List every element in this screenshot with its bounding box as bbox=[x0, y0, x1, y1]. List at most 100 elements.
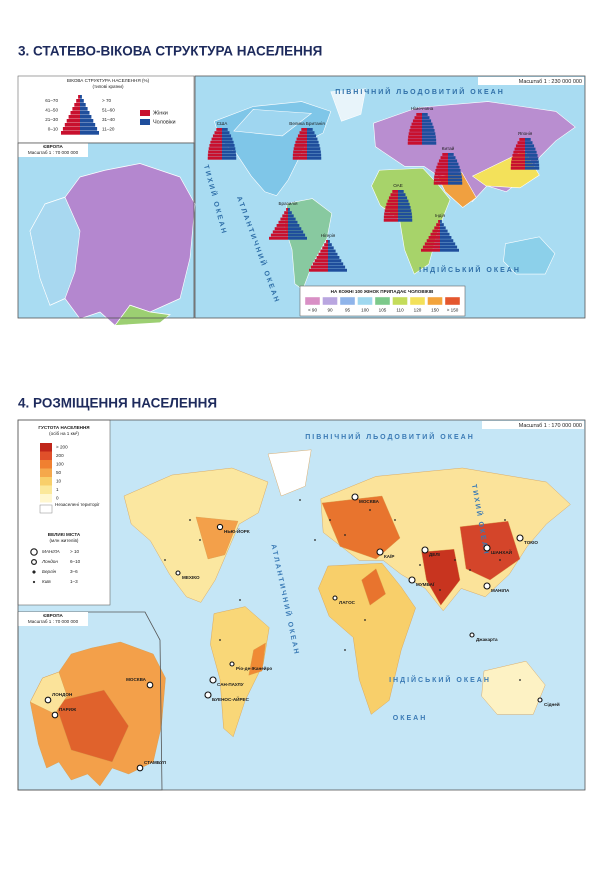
city-symbol bbox=[229, 661, 235, 667]
pyramid-female bbox=[387, 199, 398, 203]
pyramid-female bbox=[76, 99, 80, 103]
pyramid-male bbox=[398, 206, 411, 209]
legend-swatch bbox=[40, 460, 52, 469]
pyramid-female bbox=[68, 115, 80, 119]
pyramid-male bbox=[328, 259, 342, 263]
inset-scale: Масштаб 1 : 70 000 000 bbox=[28, 150, 79, 155]
legend-swatch bbox=[339, 296, 356, 306]
legend-swatch bbox=[409, 296, 426, 306]
legend-city: Київ bbox=[42, 579, 51, 584]
pyramid-male bbox=[448, 159, 458, 163]
land bbox=[233, 109, 313, 137]
pyramid-female bbox=[292, 156, 307, 160]
map-frame bbox=[17, 419, 586, 791]
pyramid-female bbox=[74, 103, 80, 107]
pyramid-female bbox=[320, 249, 328, 253]
pyramid-female bbox=[433, 181, 448, 185]
legend-male: Чоловіки bbox=[153, 119, 176, 125]
pyramid-male bbox=[440, 226, 446, 230]
pyramid-female bbox=[207, 156, 222, 160]
country-label: Велика Британія bbox=[289, 121, 325, 126]
town-dot bbox=[504, 519, 506, 521]
pyramid-male bbox=[80, 119, 94, 123]
legend-city: Берлін bbox=[42, 569, 57, 574]
pyramid-female bbox=[280, 217, 288, 221]
land bbox=[421, 548, 461, 606]
pyramid-female bbox=[438, 159, 448, 163]
pyramid-male bbox=[398, 190, 404, 193]
pyramid-male bbox=[448, 153, 454, 156]
city-label: НЬЮ-ЙОРК bbox=[224, 527, 250, 534]
legend-label: 150 bbox=[431, 308, 439, 313]
legend-label: 90 bbox=[327, 308, 333, 313]
city-label: ЛОНДОН bbox=[52, 692, 73, 697]
legend-range: 3–6 bbox=[70, 569, 78, 574]
pyramid-male bbox=[307, 140, 319, 144]
pyramid-female bbox=[72, 107, 80, 111]
pyramid-male bbox=[288, 214, 294, 218]
pyramid-female bbox=[440, 156, 448, 160]
inset-header bbox=[18, 612, 88, 626]
legend-subtitle: (осіб на 1 км²) bbox=[49, 431, 79, 436]
pyramid-female bbox=[384, 212, 398, 216]
pyramid-female bbox=[410, 125, 422, 129]
pyramid-female bbox=[296, 137, 307, 141]
pyramid-male bbox=[288, 217, 296, 221]
city-label: СТАМБУЛ bbox=[144, 760, 166, 765]
city-label: МЕХІКО bbox=[182, 575, 200, 580]
city-symbol bbox=[32, 580, 36, 584]
legend-city: Лондон bbox=[41, 559, 58, 564]
pyramid-male bbox=[422, 132, 436, 136]
town-dot bbox=[439, 589, 441, 591]
pyramid-female bbox=[411, 122, 422, 126]
pyramid-female bbox=[292, 153, 307, 157]
pyramid-male bbox=[440, 220, 442, 223]
country-label: Нігерія bbox=[321, 233, 336, 238]
pyramid-female bbox=[214, 131, 222, 135]
town-dot bbox=[164, 559, 166, 561]
city-label: Ріо-де-Жанейро bbox=[236, 665, 272, 671]
city-symbol bbox=[483, 582, 491, 590]
pyramid-male bbox=[80, 111, 90, 115]
ocean-label: ІНДІЙСЬКИЙ ОКЕАН bbox=[389, 675, 491, 684]
town-dot bbox=[219, 639, 221, 641]
pyramid-female bbox=[209, 144, 222, 147]
scale-box bbox=[478, 77, 584, 85]
pyramid-female bbox=[318, 252, 328, 256]
pyramid-male bbox=[328, 252, 338, 256]
city-label: ПАРИЖ bbox=[59, 707, 77, 712]
pyramid-male bbox=[288, 220, 298, 224]
legend-female: Жінки bbox=[153, 110, 168, 116]
city-symbol bbox=[408, 576, 416, 584]
pyramid-female bbox=[282, 214, 288, 218]
legend-label: 1 bbox=[56, 487, 59, 492]
country-label: Бразилія bbox=[279, 201, 298, 206]
pyramid-male bbox=[448, 175, 462, 179]
city-symbol bbox=[332, 595, 338, 601]
map-element: НА КОЖНІ 100 ЖІНОК ПРИПАДАЄ ЧОЛОВІКІВ < … bbox=[299, 285, 466, 317]
pyramid-female bbox=[269, 236, 288, 240]
pyramid-male bbox=[448, 172, 462, 176]
town-dot bbox=[454, 559, 456, 561]
age-group-label: 21–30 bbox=[45, 117, 58, 122]
city-symbol bbox=[146, 681, 154, 689]
country-label: Індія bbox=[435, 213, 446, 218]
pyramid-male bbox=[80, 115, 92, 119]
country-label: ОАЕ bbox=[393, 183, 403, 188]
age-group-label: 31–40 bbox=[102, 117, 115, 122]
town-dot bbox=[344, 534, 346, 536]
map-element: МАНІЛА > 10 Лондон 6–10 Берлін 3–6 Київ 1–3 bbox=[30, 548, 81, 584]
pyramid-male bbox=[80, 127, 98, 131]
city-label: ТОКІО bbox=[524, 540, 538, 545]
pyramid-female bbox=[208, 150, 222, 154]
legend-range: 1–3 bbox=[70, 579, 78, 584]
age-group-label: 11–20 bbox=[102, 127, 115, 132]
pyramid-female bbox=[212, 134, 222, 138]
legend-swatch bbox=[357, 296, 373, 306]
ocean-label: ІНДІЙСЬКИЙ ОКЕАН bbox=[419, 265, 521, 274]
pyramid-male bbox=[422, 125, 434, 129]
town-dot bbox=[519, 679, 521, 681]
pyramid-female bbox=[309, 268, 328, 272]
